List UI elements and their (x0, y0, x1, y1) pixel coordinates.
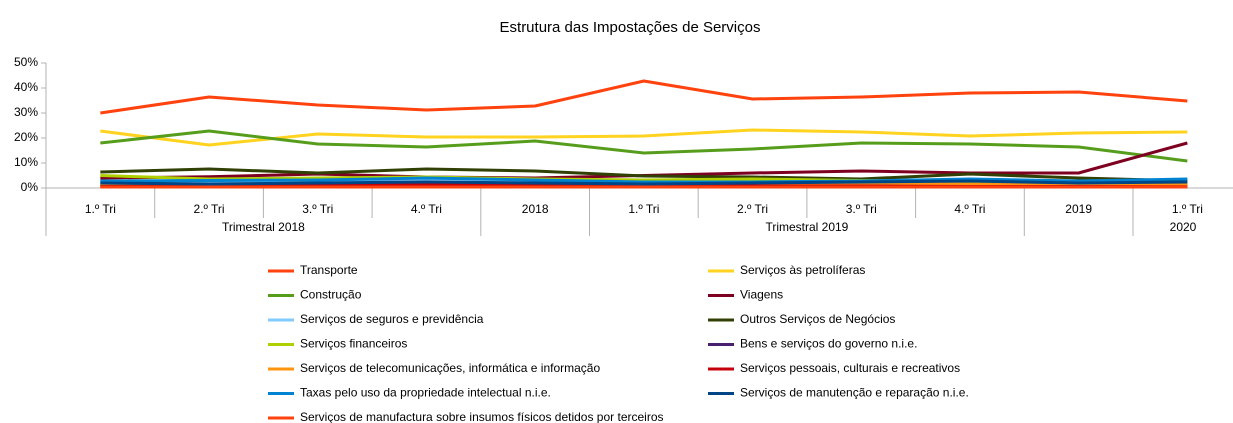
series-line (100, 179, 1188, 186)
legend-label: Serviços de telecomunicações, informátic… (300, 361, 600, 375)
x-tick-label: 1.º Tri (1172, 202, 1203, 216)
x-tick-label: 2019 (1065, 202, 1092, 216)
x-tick-label: 1.º Tri (628, 202, 659, 216)
y-tick-label: 50% (14, 55, 38, 69)
group-label: Trimestral 2018 (222, 220, 305, 234)
x-tick-label: 3.º Tri (846, 202, 877, 216)
legend-label: Outros Serviços de Negócios (740, 312, 895, 326)
legend-label: Serviços financeiros (300, 337, 407, 351)
group-label: 2020 (1170, 220, 1197, 234)
legend-label: Serviços de seguros e previdência (300, 312, 484, 326)
legend-label: Serviços pessoais, culturais e recreativ… (740, 361, 960, 375)
x-tick-label: 1.º Tri (85, 202, 116, 216)
y-tick-label: 40% (14, 80, 38, 94)
x-tick-label: 4.º Tri (411, 202, 442, 216)
series-line (100, 176, 1188, 184)
series-line (100, 129, 1188, 163)
x-tick-label: 3.º Tri (302, 202, 333, 216)
legend-label: Serviços de manutenção e reparação n.i.e… (740, 386, 969, 400)
legend-label: Construção (300, 288, 362, 302)
x-tick-label: 2018 (522, 202, 549, 216)
x-tick-label: 2.º Tri (737, 202, 768, 216)
legend-label: Bens e serviços do governo n.i.e. (740, 337, 917, 351)
x-tick-label: 2.º Tri (194, 202, 225, 216)
legend-label: Transporte (300, 263, 358, 277)
legend-label: Serviços às petrolíferas (740, 263, 865, 277)
legend-label: Taxas pelo uso da propriedade intelectua… (300, 386, 551, 400)
y-tick-label: 0% (21, 180, 39, 194)
y-tick-label: 20% (14, 130, 38, 144)
series-line (100, 167, 1188, 183)
y-tick-label: 10% (14, 155, 38, 169)
series-line (100, 141, 1188, 180)
series-line (100, 128, 1188, 147)
x-tick-label: 4.º Tri (954, 202, 985, 216)
y-tick-label: 30% (14, 105, 38, 119)
legend-label: Viagens (740, 288, 783, 302)
legend-label: Serviços de manufactura sobre insumos fí… (300, 410, 664, 423)
series-line (100, 79, 1188, 115)
chart-title: Estrutura das Impostações de Serviços (500, 19, 761, 36)
group-label: Trimestral 2019 (765, 220, 848, 234)
